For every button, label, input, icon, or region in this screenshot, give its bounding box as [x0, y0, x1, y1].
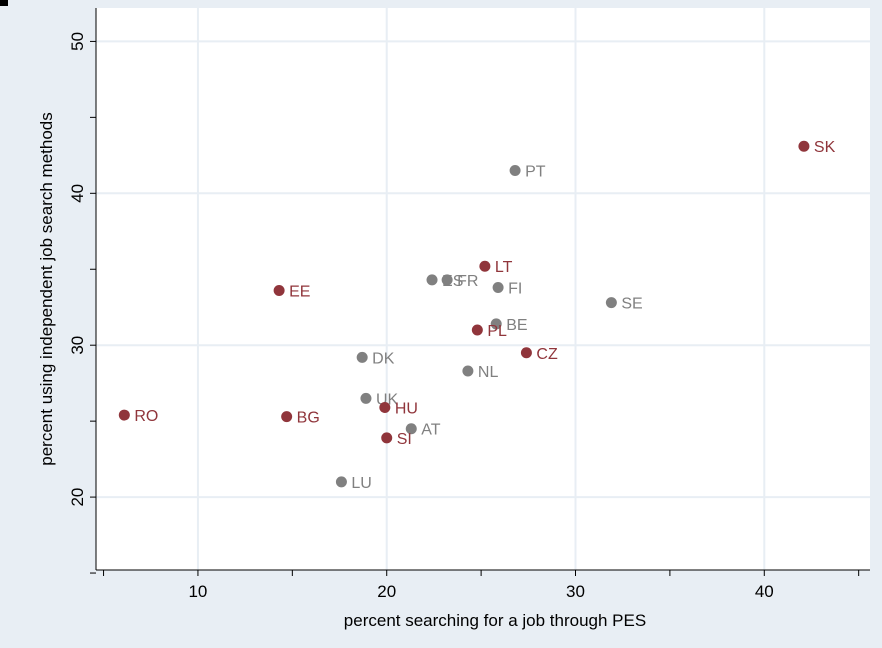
data-point-sk: [798, 140, 810, 152]
data-point-be: [490, 318, 502, 330]
data-label-bg: BG: [297, 410, 320, 427]
data-label-hu: HU: [395, 400, 418, 417]
data-label-fr: FR: [457, 273, 478, 290]
y-tick-label-20: 20: [68, 488, 87, 507]
data-point-es: [426, 274, 438, 286]
data-label-se: SE: [621, 296, 642, 313]
y-tick-label-30: 30: [68, 336, 87, 355]
x-tick-label-30: 30: [566, 582, 585, 601]
data-label-ee: EE: [289, 284, 310, 301]
data-point-dk: [356, 351, 368, 363]
data-point-lt: [479, 260, 491, 272]
data-point-nl: [462, 365, 474, 377]
data-point-fr: [441, 274, 453, 286]
data-label-nl: NL: [478, 364, 499, 381]
data-point-fi: [492, 281, 504, 293]
y-axis-title: percent using independent job search met…: [37, 112, 56, 465]
data-label-si: SI: [397, 431, 412, 448]
x-tick-label-10: 10: [188, 582, 207, 601]
data-point-pt: [509, 165, 521, 177]
data-label-at: AT: [421, 422, 440, 439]
data-point-lu: [335, 476, 347, 488]
data-point-uk: [360, 392, 372, 404]
data-label-pt: PT: [525, 164, 546, 181]
axes: [95, 8, 870, 571]
data-point-si: [381, 432, 393, 444]
data-label-dk: DK: [372, 350, 395, 367]
data-label-ro: RO: [134, 408, 158, 425]
data-label-lu: LU: [351, 475, 371, 492]
data-label-cz: CZ: [536, 346, 558, 363]
data-point-ee: [273, 285, 285, 297]
data-point-pl: [471, 324, 483, 336]
data-point-cz: [520, 347, 532, 359]
data-label-be: BE: [506, 317, 527, 334]
data-label-sk: SK: [814, 139, 836, 156]
data-point-at: [405, 423, 417, 435]
data-label-lt: LT: [495, 259, 513, 276]
plot-area: [96, 8, 870, 570]
x-tick-label-40: 40: [755, 582, 774, 601]
data-point-bg: [281, 411, 293, 423]
y-tick-label-40: 40: [68, 184, 87, 203]
y-tick-label-50: 50: [68, 32, 87, 51]
data-label-fi: FI: [508, 280, 522, 297]
data-point-hu: [379, 401, 391, 413]
data-label-pl: PL: [487, 323, 507, 340]
grid-lines: [96, 8, 870, 570]
x-axis-title: percent searching for a job through PES: [344, 611, 646, 630]
data-point-ro: [118, 409, 130, 421]
data-point-se: [605, 297, 617, 309]
tick-labels: 10 20 30 40 20 30 40 50: [68, 32, 860, 601]
x-tick-label-20: 20: [377, 582, 396, 601]
corner-mark: [0, 0, 8, 6]
